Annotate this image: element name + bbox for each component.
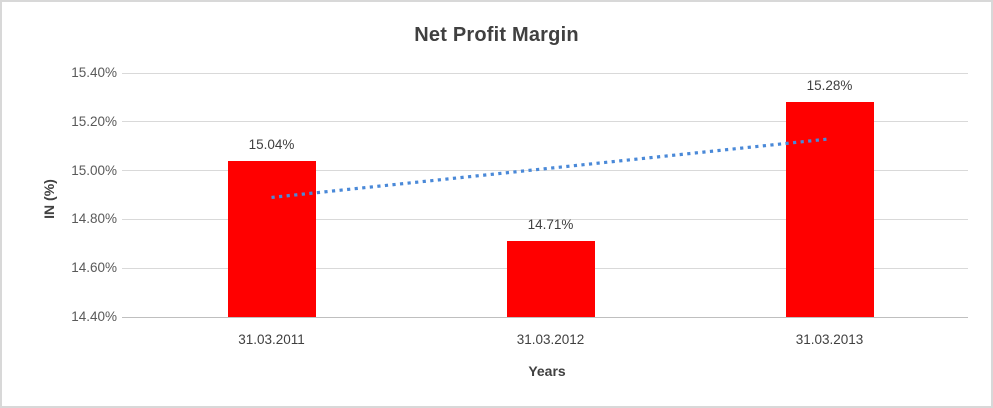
x-tick-label: 31.03.2013 [795, 332, 864, 347]
y-tick-label: 15.40% [71, 65, 117, 80]
y-tick-label: 15.00% [71, 162, 117, 178]
x-tick-label: 31.03.2012 [516, 332, 585, 347]
linear-trendline[interactable] [271, 137, 830, 200]
y-tick-label: 14.60% [71, 260, 117, 276]
bar-31.03.2013[interactable] [785, 102, 874, 317]
chart-title: Net Profit Margin [414, 24, 579, 46]
x-axis-title: Years [528, 363, 566, 379]
gridline [122, 218, 968, 220]
x-axis-line [122, 316, 968, 318]
x-tick-label: 31.03.2011 [238, 332, 305, 347]
y-tick-label: 15.20% [71, 113, 117, 129]
bar-value-label: 15.04% [248, 136, 295, 152]
gridline [122, 121, 968, 123]
y-tick-label: 14.40% [71, 309, 117, 324]
bar-31.03.2012[interactable] [506, 241, 595, 317]
bar-value-label: 14.71% [527, 217, 574, 233]
bar-value-label: 15.28% [806, 78, 853, 94]
y-tick-label: 14.80% [71, 211, 117, 227]
gridline [122, 72, 968, 74]
bar-31.03.2011[interactable] [227, 160, 316, 317]
